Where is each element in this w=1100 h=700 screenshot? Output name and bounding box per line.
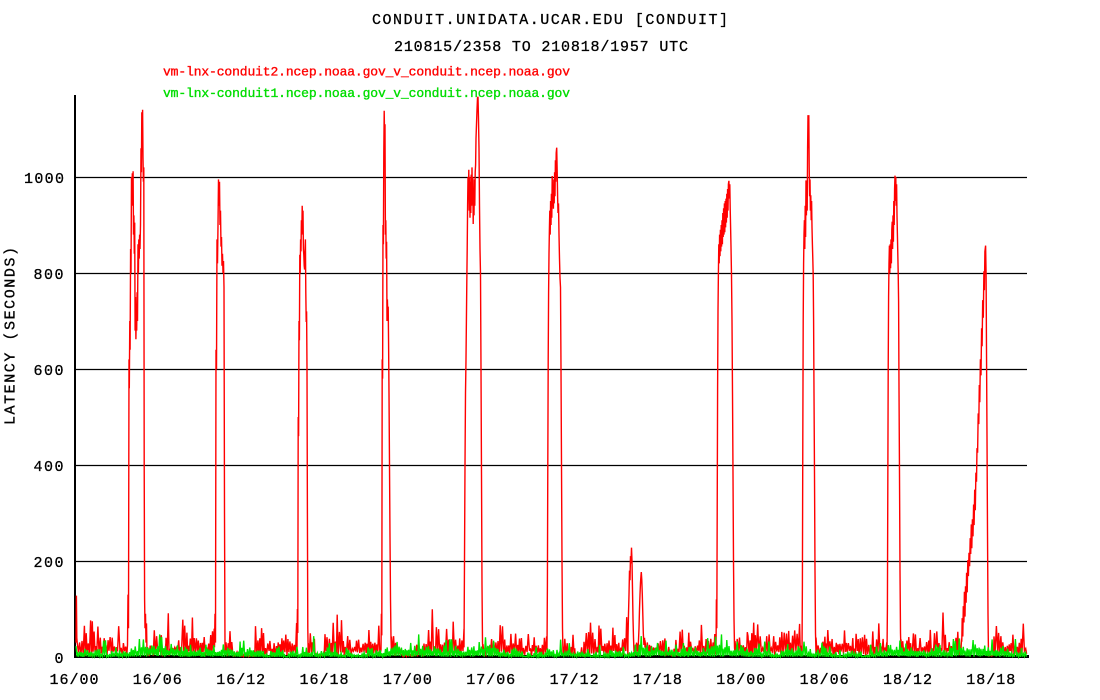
svg-text:17/00: 17/00 <box>383 672 432 689</box>
svg-text:CONDUIT.UNIDATA.UCAR.EDU [COND: CONDUIT.UNIDATA.UCAR.EDU [CONDUIT] <box>372 12 728 29</box>
svg-text:18/18: 18/18 <box>966 672 1015 689</box>
svg-text:16/18: 16/18 <box>300 672 349 689</box>
svg-text:210815/2358 TO 210818/1957 UTC: 210815/2358 TO 210818/1957 UTC <box>394 39 688 56</box>
svg-text:18/12: 18/12 <box>883 672 932 689</box>
svg-text:18/06: 18/06 <box>800 672 849 689</box>
svg-text:400: 400 <box>34 459 64 476</box>
svg-text:600: 600 <box>34 363 64 380</box>
svg-text:16/12: 16/12 <box>216 672 265 689</box>
svg-text:17/18: 17/18 <box>633 672 682 689</box>
svg-text:LATENCY (SECONDS): LATENCY (SECONDS) <box>3 247 20 425</box>
svg-text:vm-lnx-conduit2.ncep.noaa.gov_: vm-lnx-conduit2.ncep.noaa.gov_v_conduit.… <box>163 65 570 80</box>
svg-text:vm-lnx-conduit1.ncep.noaa.gov_: vm-lnx-conduit1.ncep.noaa.gov_v_conduit.… <box>163 86 570 101</box>
svg-text:1000: 1000 <box>24 171 64 188</box>
svg-text:17/06: 17/06 <box>466 672 515 689</box>
svg-text:16/06: 16/06 <box>133 672 182 689</box>
svg-text:0: 0 <box>55 651 64 668</box>
svg-text:18/00: 18/00 <box>716 672 765 689</box>
svg-text:200: 200 <box>34 555 64 572</box>
svg-text:16/00: 16/00 <box>50 672 99 689</box>
svg-text:17/12: 17/12 <box>550 672 599 689</box>
svg-text:800: 800 <box>34 267 64 284</box>
